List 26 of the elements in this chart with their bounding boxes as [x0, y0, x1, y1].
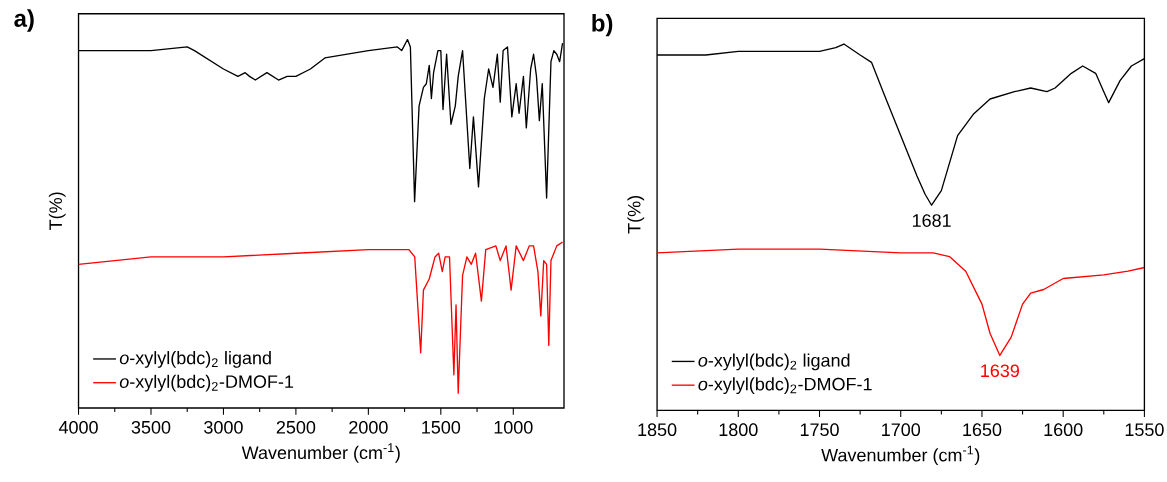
x-tick-label: 1500: [422, 420, 461, 434]
x-tick-label: 1850: [638, 423, 677, 437]
x-tick-label: 1650: [963, 423, 1002, 437]
x-tick-label: 1000: [494, 420, 533, 434]
annotation: 1681: [912, 214, 951, 227]
legend-label: o-xylyl(bdc)$_{2}$ ligand: [698, 353, 850, 371]
x-tick-label: 4000: [58, 420, 98, 434]
x-tick-label: 1550: [1125, 423, 1164, 437]
x-tick-label: 2500: [276, 420, 316, 434]
y-axis-title: T(%): [627, 196, 645, 234]
x-tick-label: 3000: [204, 420, 243, 434]
x-tick-label: 1700: [882, 423, 921, 437]
chart-title: a): [14, 9, 34, 32]
chart-title: b): [592, 13, 613, 37]
x-tick-label: 3500: [131, 420, 171, 434]
annotation: 1639: [981, 364, 1019, 378]
legend-label: o-xylyl(bdc)$_{2}$-DMOF-1: [698, 377, 872, 395]
legend-label: o-xylyl(bdc)$_{2}$ ligand: [119, 351, 271, 368]
x-tick-label: 1800: [719, 423, 758, 437]
y-axis-title: T(%): [48, 192, 66, 230]
x-tick-label: 1600: [1044, 423, 1083, 437]
legend-label: o-xylyl(bdc)$_{2}$-DMOF-1: [119, 374, 294, 392]
x-tick-label: 1750: [800, 423, 839, 437]
x-axis-title: Wavenumber (cm$^{-1}$): [821, 445, 980, 466]
x-axis-title: Wavenumber (cm$^{-1}$): [241, 443, 400, 463]
x-tick-label: 2000: [349, 420, 388, 434]
